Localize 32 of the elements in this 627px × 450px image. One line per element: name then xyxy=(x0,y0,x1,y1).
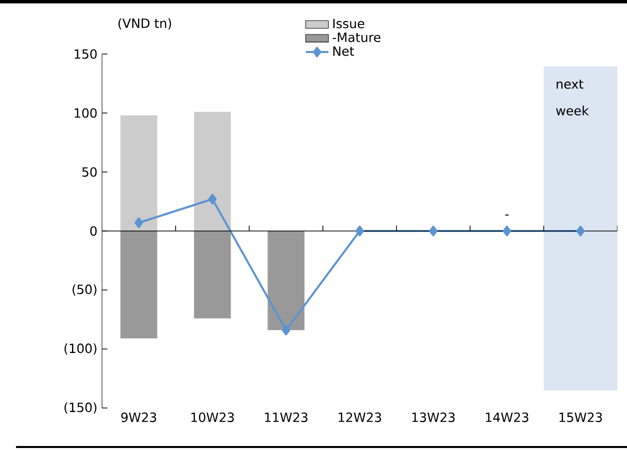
x-tick-label: 12W23 xyxy=(338,412,382,422)
text: next week xyxy=(556,80,589,116)
y-tick-label: (150) xyxy=(64,402,96,414)
x-tick-label: 10W23 xyxy=(191,412,234,422)
x-tick-label: 15W23 xyxy=(560,412,602,422)
bar xyxy=(268,231,304,330)
point xyxy=(282,324,290,336)
y-tick-label: 0 xyxy=(90,226,97,236)
x-tick-label: 14W23 xyxy=(486,412,528,422)
legend-label: Issue xyxy=(333,18,364,28)
bar xyxy=(120,115,158,231)
point xyxy=(355,226,364,236)
x-tick-label: 9W23 xyxy=(121,412,156,422)
y-tick-label: (50) xyxy=(72,284,96,296)
y-tick-label: 100 xyxy=(74,108,97,118)
bar xyxy=(194,112,231,231)
x-tick-label: 13W23 xyxy=(412,412,455,422)
point xyxy=(208,194,217,204)
point xyxy=(429,226,438,236)
y-tick-label: 150 xyxy=(74,49,97,59)
legend-label: Net xyxy=(333,46,354,56)
x-tick-label: 11W23 xyxy=(265,412,308,422)
point xyxy=(134,217,144,228)
legend-label: -Mature xyxy=(332,32,380,42)
y-tick-label: (100) xyxy=(64,343,96,355)
bar xyxy=(194,231,231,318)
point xyxy=(502,226,512,236)
data-label: - xyxy=(505,214,509,216)
y-tick-label: 50 xyxy=(82,167,97,177)
point xyxy=(576,226,585,236)
y-axis-title: (VND tn) xyxy=(118,18,172,30)
bar xyxy=(120,231,158,338)
